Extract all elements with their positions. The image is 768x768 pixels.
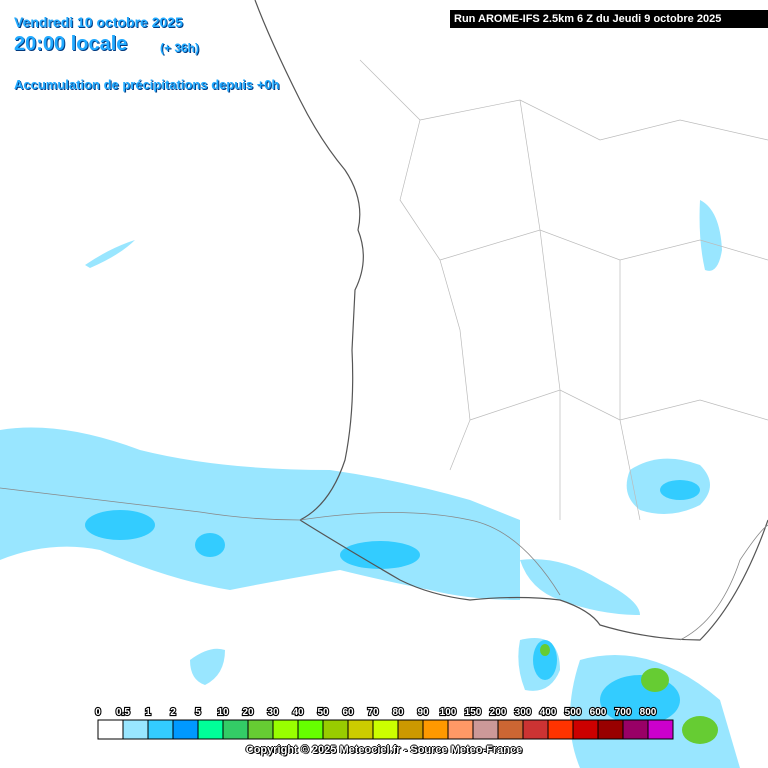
legend-label: 70 <box>367 707 379 718</box>
legend-swatch <box>572 719 599 740</box>
legend-label: 150 <box>465 707 482 718</box>
legend-swatch <box>197 719 224 740</box>
legend-label: 20 <box>242 707 254 718</box>
legend-label: 90 <box>417 707 429 718</box>
legend-swatch <box>347 719 374 740</box>
legend-label: 100 <box>440 707 457 718</box>
legend-swatch <box>122 719 149 740</box>
legend-swatch <box>422 719 449 740</box>
legend-label: 400 <box>540 707 557 718</box>
legend-swatch <box>147 719 174 740</box>
legend-swatch <box>447 719 474 740</box>
legend-swatch <box>397 719 424 740</box>
legend-swatch <box>272 719 299 740</box>
legend-swatch <box>97 719 124 740</box>
product: Accumulation de précipitations depuis +0… <box>14 77 280 92</box>
legend: 0 0.5 1 2 5 10 20 30 40 50 60 70 80 90 100 150 200 300 400… <box>94 706 674 740</box>
legend-label: 0.5 <box>116 707 130 718</box>
legend-swatch <box>172 719 199 740</box>
legend-swatch <box>597 719 624 740</box>
legend-swatch <box>497 719 524 740</box>
run-info: Run AROME-IFS 2.5km 6 Z du Jeudi 9 octob… <box>450 10 768 28</box>
regions <box>359 59 768 521</box>
legend-swatch <box>222 719 249 740</box>
coastline <box>254 0 768 641</box>
legend-label: 300 <box>515 707 532 718</box>
precipitation-heavy <box>85 480 700 725</box>
legend-swatch <box>472 719 499 740</box>
legend-swatch <box>372 719 399 740</box>
legend-swatch <box>297 719 324 740</box>
legend-label: 200 <box>490 707 507 718</box>
legend-label: 500 <box>565 707 582 718</box>
legend-swatch <box>522 719 549 740</box>
borders <box>0 487 768 641</box>
lead-time: (+ 36h) <box>160 41 200 55</box>
legend-label: 10 <box>217 707 229 718</box>
legend-label: 0 <box>95 707 101 718</box>
legend-label: 1 <box>145 707 151 718</box>
legend-label: 60 <box>342 707 354 718</box>
legend-swatch <box>247 719 274 740</box>
legend-label: 700 <box>615 707 632 718</box>
legend-label: 50 <box>317 707 329 718</box>
legend-label: 800 <box>640 707 657 718</box>
legend-label: 80 <box>392 707 404 718</box>
copyright: Copyright © 2025 Meteociel.fr - Source M… <box>245 744 523 756</box>
time: 20:00 locale <box>14 33 128 55</box>
legend-label: 600 <box>590 707 607 718</box>
date: Vendredi 10 octobre 2025 <box>14 14 183 30</box>
legend-swatch <box>547 719 574 740</box>
legend-swatch <box>622 719 649 740</box>
legend-label: 30 <box>267 707 279 718</box>
precipitation-intense <box>540 644 718 744</box>
legend-label: 2 <box>170 707 176 718</box>
legend-label: 40 <box>292 707 304 718</box>
legend-swatch <box>322 719 349 740</box>
legend-label: 5 <box>195 707 201 718</box>
legend-swatch <box>647 719 674 740</box>
